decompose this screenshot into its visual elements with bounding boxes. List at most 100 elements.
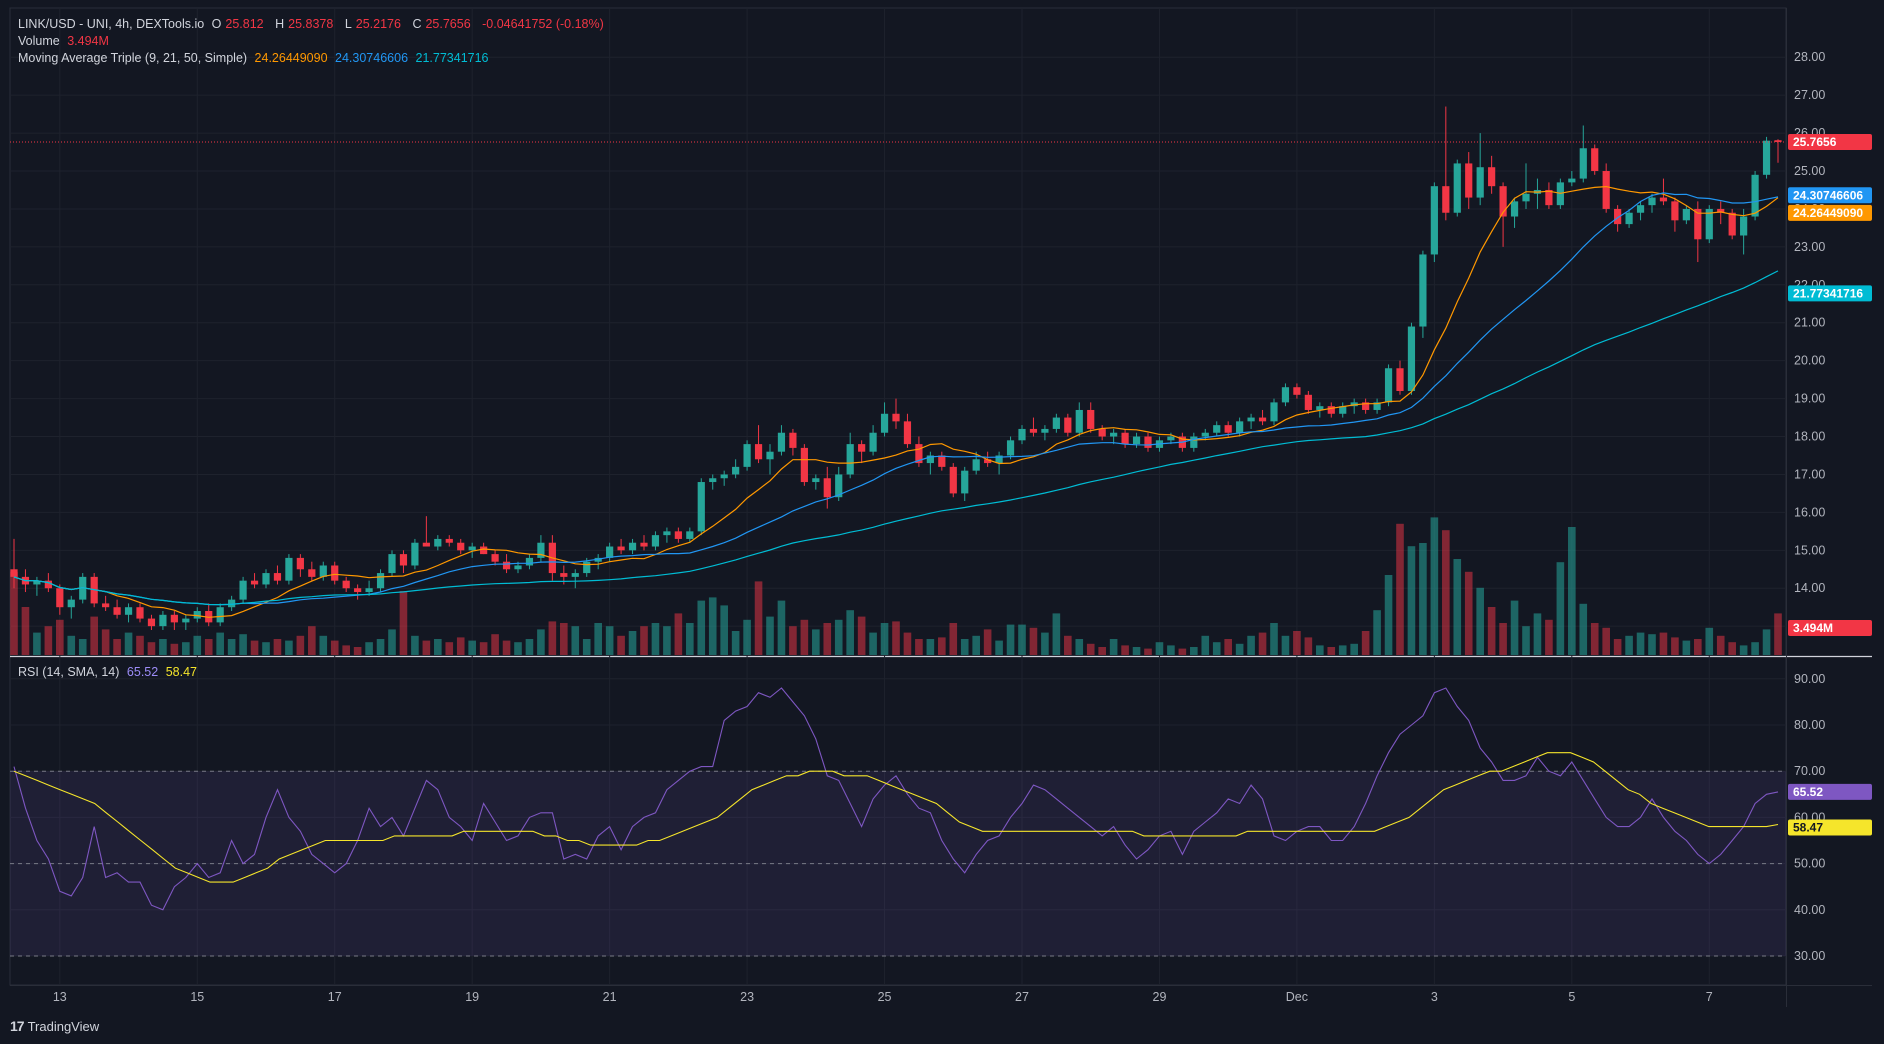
price-tick-label: 25.00: [1794, 164, 1825, 178]
rsi-tick-label: 50.00: [1794, 857, 1825, 871]
volume-bar: [869, 632, 877, 655]
candle-body: [1327, 406, 1335, 414]
candle-body: [1396, 368, 1404, 392]
volume-bar: [1568, 527, 1576, 655]
volume-bar: [1671, 637, 1679, 655]
volume-bar: [1075, 639, 1084, 655]
candle-body: [1659, 197, 1668, 202]
volume-bar: [514, 642, 522, 655]
volume-bar: [1201, 635, 1210, 655]
legend-rsi-row: RSI (14, SMA, 14) 65.52 58.47: [18, 664, 201, 680]
volume-bar: [857, 616, 866, 655]
candle-body: [537, 542, 545, 558]
volume-bar: [892, 621, 900, 655]
candle-body: [663, 531, 671, 536]
candle-body: [1602, 171, 1610, 209]
volume-bar: [1625, 635, 1633, 655]
legend-ma9: 24.26449090: [254, 51, 328, 65]
time-tick-label: 5: [1568, 990, 1575, 1004]
candle-body: [686, 531, 694, 539]
time-tick-label: Dec: [1286, 990, 1308, 1004]
price-tag: 21.77341716: [1788, 285, 1872, 302]
candle-body: [1614, 208, 1622, 225]
volume-bar: [227, 639, 236, 655]
price-tag-box: [1788, 187, 1872, 204]
volume-bar: [1453, 559, 1462, 655]
candle-body: [445, 538, 453, 543]
candle-body: [365, 588, 373, 593]
volume-bar: [525, 639, 534, 655]
price-tick-label: 21.00: [1794, 316, 1825, 330]
volume-bar: [1739, 645, 1748, 655]
volume-bar: [159, 639, 167, 655]
candle-body: [1052, 417, 1060, 429]
candle-body: [376, 573, 385, 589]
volume-bar: [1579, 603, 1588, 655]
volume-bar: [1270, 623, 1278, 655]
candle-body: [606, 546, 614, 558]
ma9-line: [13, 185, 1779, 618]
rsi-tick-label: 90.00: [1794, 672, 1825, 686]
volume-bar: [789, 626, 797, 655]
volume-bar: [708, 597, 717, 655]
candle-body: [1110, 432, 1118, 437]
time-tick-label: 13: [53, 990, 67, 1004]
volume-bar: [376, 639, 385, 655]
candle-body: [926, 455, 934, 464]
volume-bar: [1247, 635, 1255, 655]
volume-bar: [21, 607, 30, 655]
volume-bar: [216, 632, 224, 655]
candle-body: [514, 565, 522, 570]
candle-body: [674, 531, 682, 539]
ma50-line: [13, 270, 1779, 606]
candle-body: [205, 611, 213, 623]
volume-bar: [1098, 647, 1106, 655]
volume-bar: [651, 623, 660, 655]
candle-body: [1281, 387, 1290, 403]
candle-body: [720, 474, 728, 479]
volume-bar: [1212, 642, 1221, 655]
volume-bar: [1052, 613, 1061, 655]
candle-body: [525, 557, 534, 566]
volume-bar: [605, 626, 614, 655]
volume-bar: [273, 639, 282, 655]
candle-body: [1694, 208, 1702, 240]
price-tick-label: 23.00: [1794, 240, 1825, 254]
volume-bar: [330, 640, 339, 655]
legend-volume-row: Volume 3.494M: [18, 33, 113, 49]
price-tick-label: 15.00: [1794, 543, 1825, 557]
candle-body: [1144, 436, 1152, 448]
volume-bar: [1728, 642, 1736, 655]
brand-footer[interactable]: 17 TradingView: [10, 1018, 99, 1034]
volume-bar: [353, 647, 362, 655]
price-tick-label: 18.00: [1794, 430, 1825, 444]
volume-bar: [1487, 607, 1496, 655]
candle-body: [1190, 436, 1198, 448]
legend-rsi-label: RSI (14, SMA, 14): [18, 665, 120, 679]
volume-bar: [1304, 637, 1313, 655]
legend-low: L 25.2176: [344, 17, 401, 31]
candle-body: [480, 546, 488, 555]
volume-bar: [1224, 639, 1232, 655]
candle-body: [1465, 163, 1473, 198]
volume-bar: [296, 635, 305, 655]
candle-body: [709, 478, 717, 483]
candle-body: [342, 580, 350, 589]
candle-body: [102, 603, 110, 608]
volume-bar: [239, 634, 247, 655]
volume-bar: [204, 639, 213, 655]
candle-body: [1293, 387, 1301, 395]
candle-body: [754, 444, 763, 460]
volume-bar: [1018, 624, 1026, 655]
candle-body: [434, 538, 442, 547]
time-tick-label: 7: [1706, 990, 1713, 1004]
rsi-sma-line: [13, 752, 1779, 883]
price-tick-label: 14.00: [1794, 581, 1825, 595]
volume-bar: [1086, 643, 1095, 655]
candle-body: [1717, 208, 1725, 213]
volume-bar: [479, 642, 488, 655]
price-tag-label: 24.26449090: [1793, 206, 1863, 220]
volume-bar: [983, 629, 992, 655]
price-tag-box: [1788, 285, 1872, 302]
